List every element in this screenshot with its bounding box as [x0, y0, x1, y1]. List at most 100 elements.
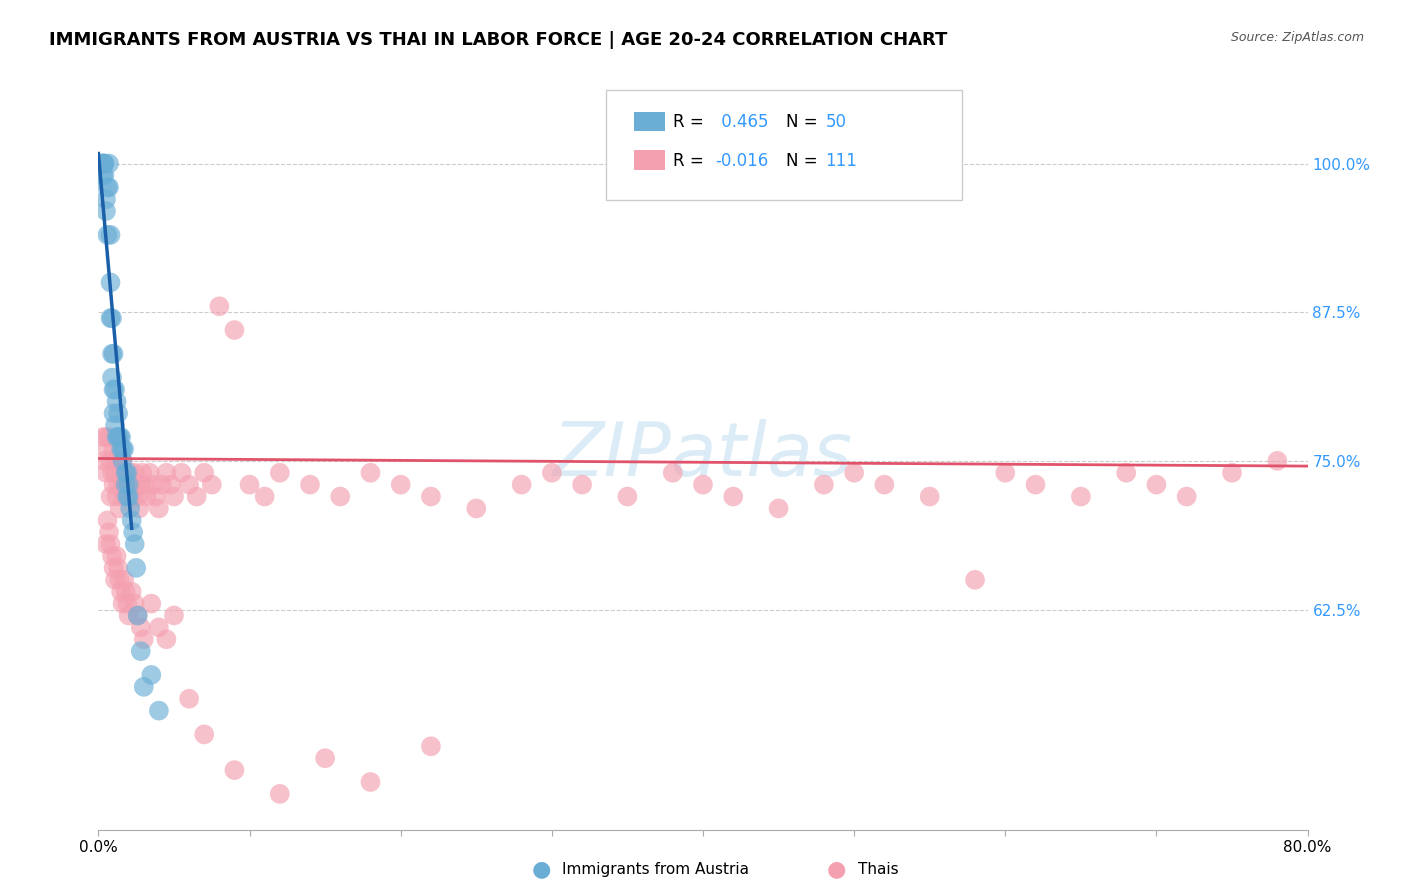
- Point: [114, 477, 136, 491]
- Point: [98, 525, 121, 540]
- Text: 50: 50: [825, 113, 846, 131]
- Point: [94, 204, 117, 219]
- Point: [124, 466, 146, 480]
- Point: [100, 276, 122, 290]
- Point: [139, 466, 162, 480]
- Point: [100, 454, 122, 468]
- Point: [1024, 477, 1046, 491]
- Point: [661, 466, 683, 480]
- Point: [104, 466, 127, 480]
- Point: [108, 573, 131, 587]
- Point: [110, 466, 132, 480]
- Point: [155, 632, 177, 647]
- Text: -0.016: -0.016: [716, 152, 769, 169]
- Point: [93, 169, 115, 183]
- Point: [115, 466, 138, 480]
- Point: [141, 668, 163, 682]
- Point: [100, 311, 122, 326]
- Point: [1175, 490, 1198, 504]
- Point: [107, 477, 129, 491]
- Point: [111, 442, 134, 456]
- Point: [101, 311, 124, 326]
- Point: [100, 537, 122, 551]
- Text: ZIPatlas: ZIPatlas: [553, 419, 853, 491]
- Point: [111, 454, 134, 468]
- Point: [107, 561, 129, 575]
- Point: [129, 644, 152, 658]
- Point: [135, 490, 157, 504]
- Point: [965, 573, 987, 587]
- Point: [110, 442, 132, 456]
- Point: [101, 370, 124, 384]
- Point: [104, 383, 127, 397]
- Point: [111, 454, 134, 468]
- Point: [91, 156, 114, 170]
- Point: [540, 466, 562, 480]
- Point: [208, 299, 231, 313]
- Point: [120, 466, 142, 480]
- Point: [91, 169, 114, 183]
- Point: [193, 727, 215, 741]
- Point: [112, 442, 135, 456]
- Point: [91, 430, 114, 444]
- Point: [103, 477, 125, 491]
- Point: [105, 490, 128, 504]
- Point: [131, 466, 153, 480]
- Point: [224, 323, 246, 337]
- Point: [100, 490, 122, 504]
- Point: [91, 156, 114, 170]
- Point: [142, 477, 165, 491]
- Point: [112, 490, 135, 504]
- Point: [299, 477, 322, 491]
- Point: [129, 620, 152, 634]
- Point: [118, 477, 141, 491]
- Point: [150, 477, 173, 491]
- Point: [111, 477, 134, 491]
- Point: [93, 454, 115, 468]
- Text: R =: R =: [673, 152, 710, 169]
- Point: [108, 501, 131, 516]
- Point: [692, 477, 714, 491]
- Point: [360, 466, 382, 480]
- Text: ●: ●: [531, 860, 551, 880]
- Point: [105, 454, 128, 468]
- Point: [96, 227, 118, 242]
- Point: [201, 477, 224, 491]
- Point: [100, 227, 122, 242]
- Point: [360, 775, 382, 789]
- Point: [115, 597, 138, 611]
- Point: [132, 632, 155, 647]
- Text: 111: 111: [825, 152, 858, 169]
- Point: [1267, 454, 1289, 468]
- Point: [111, 597, 134, 611]
- Point: [127, 608, 149, 623]
- Point: [844, 466, 866, 480]
- Point: [93, 156, 115, 170]
- Point: [127, 608, 149, 623]
- Point: [118, 490, 141, 504]
- Point: [148, 620, 170, 634]
- Text: IMMIGRANTS FROM AUSTRIA VS THAI IN LABOR FORCE | AGE 20-24 CORRELATION CHART: IMMIGRANTS FROM AUSTRIA VS THAI IN LABOR…: [49, 31, 948, 49]
- Point: [112, 573, 135, 587]
- Point: [1144, 477, 1167, 491]
- Point: [104, 418, 127, 433]
- Text: R =: R =: [673, 113, 710, 131]
- Point: [124, 537, 146, 551]
- Point: [105, 394, 128, 409]
- Point: [420, 490, 443, 504]
- Point: [121, 477, 143, 491]
- Point: [101, 549, 124, 563]
- Point: [98, 430, 121, 444]
- Point: [94, 466, 117, 480]
- Text: N =: N =: [786, 113, 823, 131]
- Point: [98, 156, 121, 170]
- Point: [128, 501, 150, 516]
- Point: [768, 501, 790, 516]
- Point: [93, 156, 115, 170]
- Point: [813, 477, 835, 491]
- Point: [314, 751, 336, 765]
- Point: [96, 180, 118, 194]
- Point: [127, 490, 149, 504]
- Point: [389, 477, 412, 491]
- Point: [179, 477, 201, 491]
